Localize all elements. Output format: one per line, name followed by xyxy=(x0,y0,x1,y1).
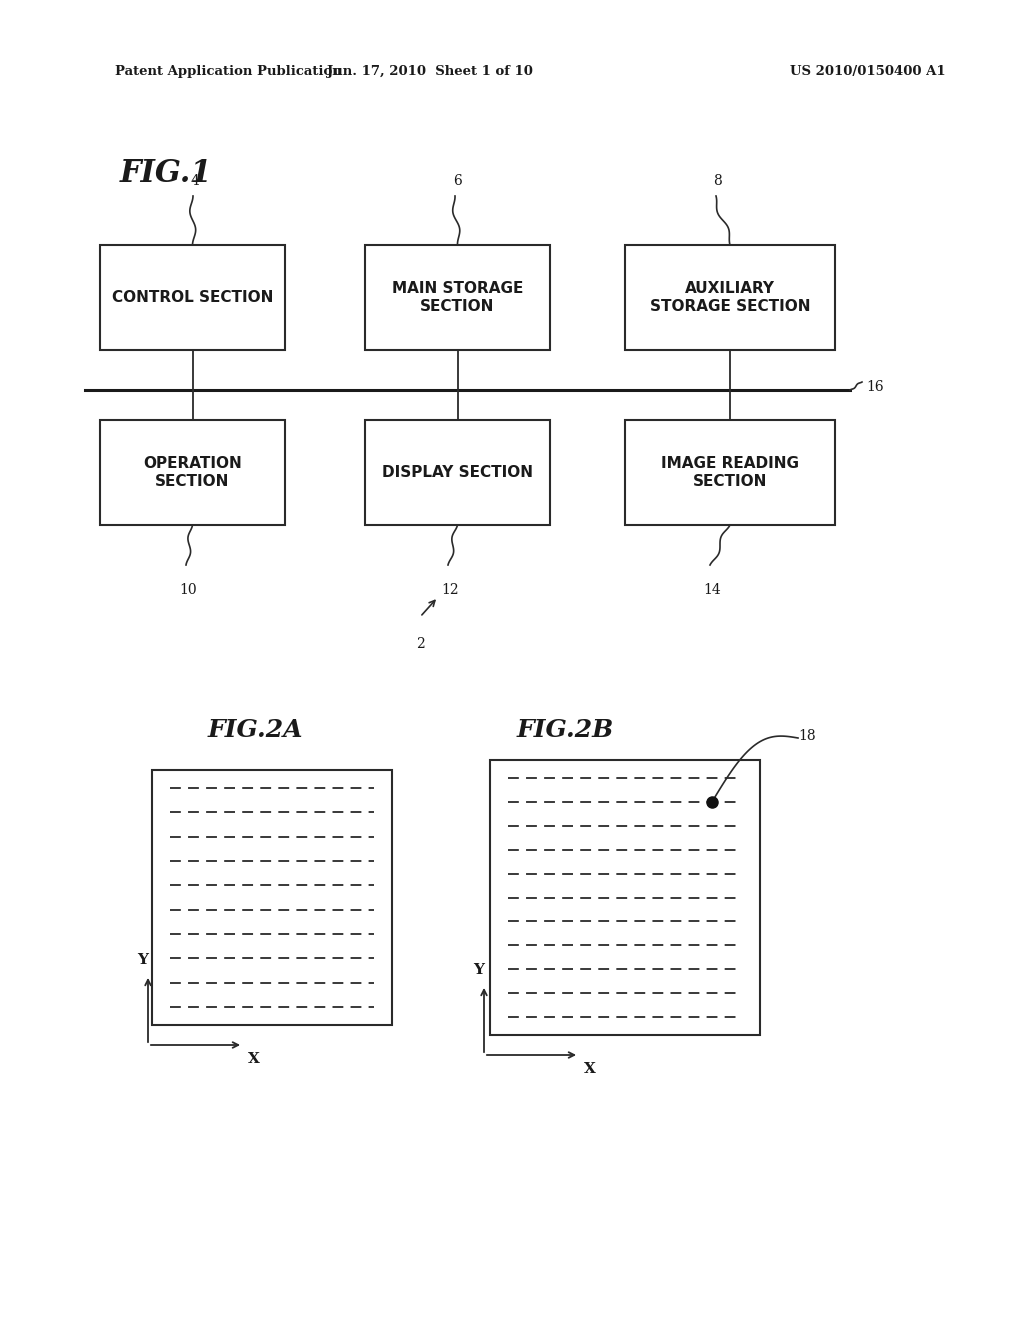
Text: IMAGE READING
SECTION: IMAGE READING SECTION xyxy=(662,457,799,488)
Bar xyxy=(100,246,285,350)
Text: Patent Application Publication: Patent Application Publication xyxy=(115,66,342,78)
Text: CONTROL SECTION: CONTROL SECTION xyxy=(112,290,273,305)
Text: OPERATION
SECTION: OPERATION SECTION xyxy=(143,457,242,488)
Text: 12: 12 xyxy=(441,583,459,597)
Text: 10: 10 xyxy=(179,583,197,597)
Text: AUXILIARY
STORAGE SECTION: AUXILIARY STORAGE SECTION xyxy=(650,281,810,314)
Text: FIG.2B: FIG.2B xyxy=(516,718,613,742)
Bar xyxy=(625,246,835,350)
Text: 6: 6 xyxy=(453,174,462,187)
Text: 18: 18 xyxy=(798,729,816,743)
Bar xyxy=(100,420,285,525)
Text: X: X xyxy=(584,1063,596,1076)
Text: 2: 2 xyxy=(416,638,424,651)
Text: DISPLAY SECTION: DISPLAY SECTION xyxy=(382,465,534,480)
Text: 14: 14 xyxy=(703,583,721,597)
Text: MAIN STORAGE
SECTION: MAIN STORAGE SECTION xyxy=(392,281,523,314)
Text: 16: 16 xyxy=(866,380,884,393)
Text: X: X xyxy=(248,1052,260,1067)
Text: Y: Y xyxy=(137,953,148,968)
Bar xyxy=(490,760,760,1035)
Text: Y: Y xyxy=(473,964,484,977)
Text: US 2010/0150400 A1: US 2010/0150400 A1 xyxy=(790,66,945,78)
Bar xyxy=(152,770,392,1026)
Bar xyxy=(365,246,550,350)
Text: Jun. 17, 2010  Sheet 1 of 10: Jun. 17, 2010 Sheet 1 of 10 xyxy=(327,66,532,78)
Text: FIG.1: FIG.1 xyxy=(120,158,213,189)
Text: FIG.2A: FIG.2A xyxy=(207,718,303,742)
Bar xyxy=(365,420,550,525)
Text: 4: 4 xyxy=(190,174,200,187)
Text: 8: 8 xyxy=(714,174,722,187)
Bar xyxy=(625,420,835,525)
